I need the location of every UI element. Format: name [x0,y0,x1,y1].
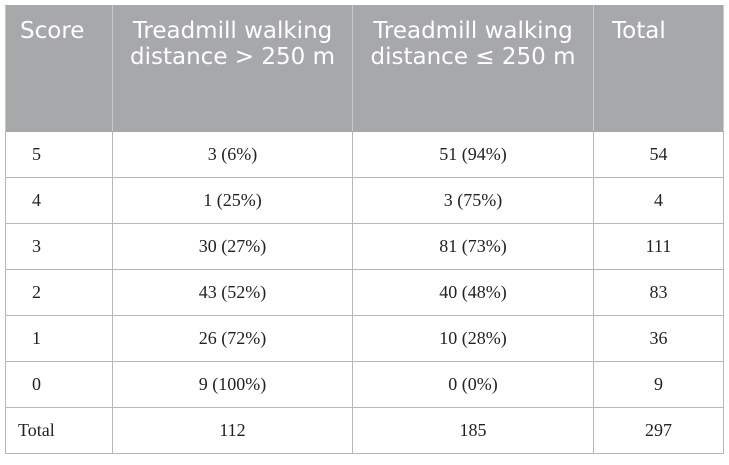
cell-distance-over-250: 3 (6%) [112,131,353,178]
header-distance-under-250: Treadmill walking distance ≤ 250 m [352,5,594,132]
total-distance-under-250: 185 [352,407,594,454]
cell-score: 4 [5,177,113,224]
cell-distance-over-250: 1 (25%) [112,177,353,224]
cell-distance-under-250: 81 (73%) [352,223,594,270]
cell-total: 111 [593,223,724,270]
cell-score: 2 [5,269,113,316]
cell-distance-under-250: 3 (75%) [352,177,594,224]
table-header: Score Treadmill walking distance > 250 m… [5,5,724,132]
table-row: 3 30 (27%) 81 (73%) 111 [5,223,724,270]
header-score: Score [5,5,113,132]
table-row: 0 9 (100%) 0 (0%) 9 [5,361,724,408]
cell-distance-over-250: 9 (100%) [112,361,353,408]
header-row: Score Treadmill walking distance > 250 m… [5,5,724,132]
cell-distance-under-250: 0 (0%) [352,361,594,408]
table-body: 5 3 (6%) 51 (94%) 54 4 1 (25%) 3 (75%) 4… [5,131,724,454]
header-total: Total [593,5,724,132]
total-overall: 297 [593,407,724,454]
total-row: Total 112 185 297 [5,407,724,454]
table-row: 1 26 (72%) 10 (28%) 36 [5,315,724,362]
cell-score: 3 [5,223,113,270]
cell-total: 4 [593,177,724,224]
cell-score: 0 [5,361,113,408]
results-table: Score Treadmill walking distance > 250 m… [5,5,724,454]
cell-total: 54 [593,131,724,178]
header-distance-over-250: Treadmill walking distance > 250 m [112,5,353,132]
cell-total: 83 [593,269,724,316]
cell-score: 5 [5,131,113,178]
total-row-label: Total [5,407,113,454]
total-distance-over-250: 112 [112,407,353,454]
cell-distance-over-250: 26 (72%) [112,315,353,362]
cell-total: 36 [593,315,724,362]
cell-distance-over-250: 43 (52%) [112,269,353,316]
cell-distance-over-250: 30 (27%) [112,223,353,270]
table-row: 5 3 (6%) 51 (94%) 54 [5,131,724,178]
cell-total: 9 [593,361,724,408]
table-row: 2 43 (52%) 40 (48%) 83 [5,269,724,316]
cell-distance-under-250: 40 (48%) [352,269,594,316]
table-row: 4 1 (25%) 3 (75%) 4 [5,177,724,224]
cell-distance-under-250: 10 (28%) [352,315,594,362]
cell-score: 1 [5,315,113,362]
cell-distance-under-250: 51 (94%) [352,131,594,178]
